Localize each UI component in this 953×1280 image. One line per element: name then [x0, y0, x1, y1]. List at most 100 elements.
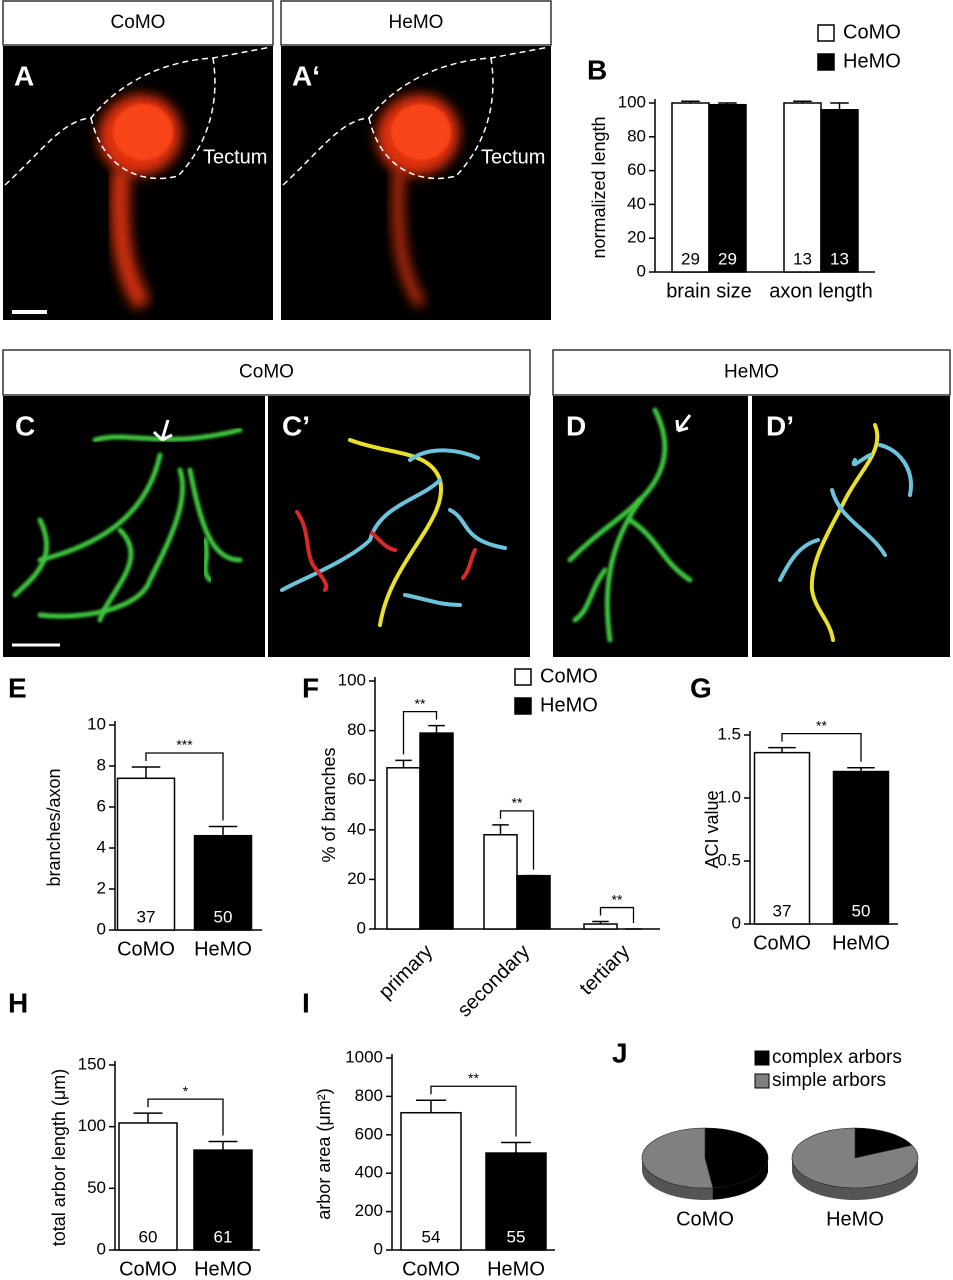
significance-bracket — [147, 1098, 224, 1136]
panel-label: H — [8, 987, 28, 1018]
sample-size: 29 — [718, 249, 737, 268]
pie-slice — [704, 1127, 769, 1189]
y-tick-label: 0 — [732, 913, 741, 932]
legend-swatch — [754, 1073, 770, 1089]
significance-bracket — [499, 810, 535, 870]
bar — [419, 732, 454, 930]
pie-slice — [854, 1127, 913, 1159]
x-tick-label: HeMO — [487, 1258, 545, 1280]
y-tick-label: 60 — [627, 160, 646, 179]
secondary-branch — [448, 508, 507, 550]
y-tick-label: 4 — [97, 837, 106, 856]
panel-label: A‘ — [292, 60, 320, 91]
y-axis-title: branches/axon — [44, 768, 64, 886]
bar — [708, 103, 747, 273]
panel-header-text: CoMO — [239, 362, 294, 383]
significance-label: ** — [612, 891, 623, 907]
y-tick-label: 6 — [97, 796, 106, 815]
sample-size: 54 — [422, 1227, 441, 1246]
panel-header — [2, 349, 531, 396]
axon-branch — [12, 517, 50, 598]
micrograph — [268, 396, 530, 657]
significance-label: ** — [415, 695, 426, 711]
panel-header-text: HeMO — [389, 12, 444, 33]
legend-label: CoMO — [540, 665, 598, 687]
legend-label: CoMO — [843, 21, 901, 43]
y-tick-label: 8 — [97, 755, 106, 774]
y-axis-title: % of branches — [319, 747, 339, 862]
arrow — [675, 414, 692, 433]
y-tick-label: 2 — [97, 878, 106, 897]
significance-bracket — [781, 732, 862, 762]
axon-branch — [187, 467, 243, 563]
legend-swatch — [514, 697, 532, 715]
sample-size: 37 — [137, 907, 156, 926]
y-tick-label: 1.5 — [717, 724, 741, 743]
y-axis-title: normalized length — [589, 116, 609, 258]
bar — [193, 834, 253, 931]
y-tick-label: 0 — [97, 919, 106, 938]
arrow — [152, 419, 173, 442]
pie-slice — [791, 1127, 919, 1189]
axon-branch — [37, 467, 186, 619]
x-tick-label: CoMO — [119, 1258, 177, 1280]
sample-size: 13 — [830, 249, 849, 268]
micrograph — [553, 396, 748, 657]
sample-size: 61 — [214, 1227, 233, 1246]
bar — [386, 767, 421, 930]
primary-branch — [348, 438, 444, 627]
axon-branch — [202, 537, 213, 583]
x-tick-label: HeMO — [194, 938, 252, 960]
panel-label: J — [612, 1037, 628, 1068]
legend-label: HeMO — [843, 50, 901, 72]
significance-bracket — [145, 752, 224, 821]
sample-size: 60 — [139, 1227, 158, 1246]
tertiary-branch — [295, 510, 329, 592]
secondary-branch — [851, 453, 872, 467]
annotation: Tectum — [481, 146, 545, 168]
annotation: Tectum — [203, 146, 267, 168]
secondary-branch — [408, 448, 480, 462]
y-tick-label: 600 — [355, 1124, 383, 1143]
pie-label: HeMO — [826, 1208, 884, 1230]
y-tick-label: 100 — [338, 670, 366, 689]
y-tick-label: 80 — [627, 126, 646, 145]
secondary-branch — [280, 478, 442, 592]
x-tick-label: brain size — [666, 280, 752, 302]
bar — [483, 834, 518, 930]
panel-label: C — [15, 410, 35, 441]
y-tick-label: 1000 — [345, 1047, 383, 1066]
y-tick-label: 200 — [355, 1201, 383, 1220]
panel-header-text: CoMO — [111, 12, 166, 33]
x-tick-label: secondary — [453, 941, 534, 1022]
bar — [820, 109, 859, 273]
axon-branch — [567, 497, 643, 563]
y-tick-label: 100 — [78, 1116, 106, 1135]
panel-header — [552, 349, 951, 396]
tectum-outline — [90, 57, 216, 180]
x-tick-label: HeMO — [832, 932, 890, 954]
bar — [671, 102, 710, 273]
x-tick-label: tertiary — [575, 941, 634, 1000]
tertiary-branch — [370, 531, 397, 552]
legend-label: complex arbors — [772, 1047, 902, 1068]
significance-bracket — [599, 906, 635, 923]
y-axis-title: total arbor length (μm) — [49, 1069, 69, 1246]
y-axis-title: arbor area (μm²) — [314, 1088, 334, 1219]
y-tick-label: 60 — [347, 770, 366, 789]
y-tick-label: 150 — [78, 1054, 106, 1073]
axon-branch — [572, 567, 608, 623]
x-tick-label: HeMO — [194, 1258, 252, 1280]
panel-label: C’ — [282, 410, 310, 441]
y-tick-label: 100 — [618, 92, 646, 111]
bar — [783, 102, 822, 273]
primary-branch — [809, 423, 880, 642]
bar — [583, 923, 618, 930]
axon-branch — [37, 452, 163, 563]
micrograph — [281, 46, 551, 320]
outline — [4, 46, 272, 186]
sample-size: 13 — [793, 249, 812, 268]
panel-label: D — [566, 410, 586, 441]
y-tick-label: 0.5 — [717, 850, 741, 869]
y-tick-label: 0 — [357, 918, 366, 937]
